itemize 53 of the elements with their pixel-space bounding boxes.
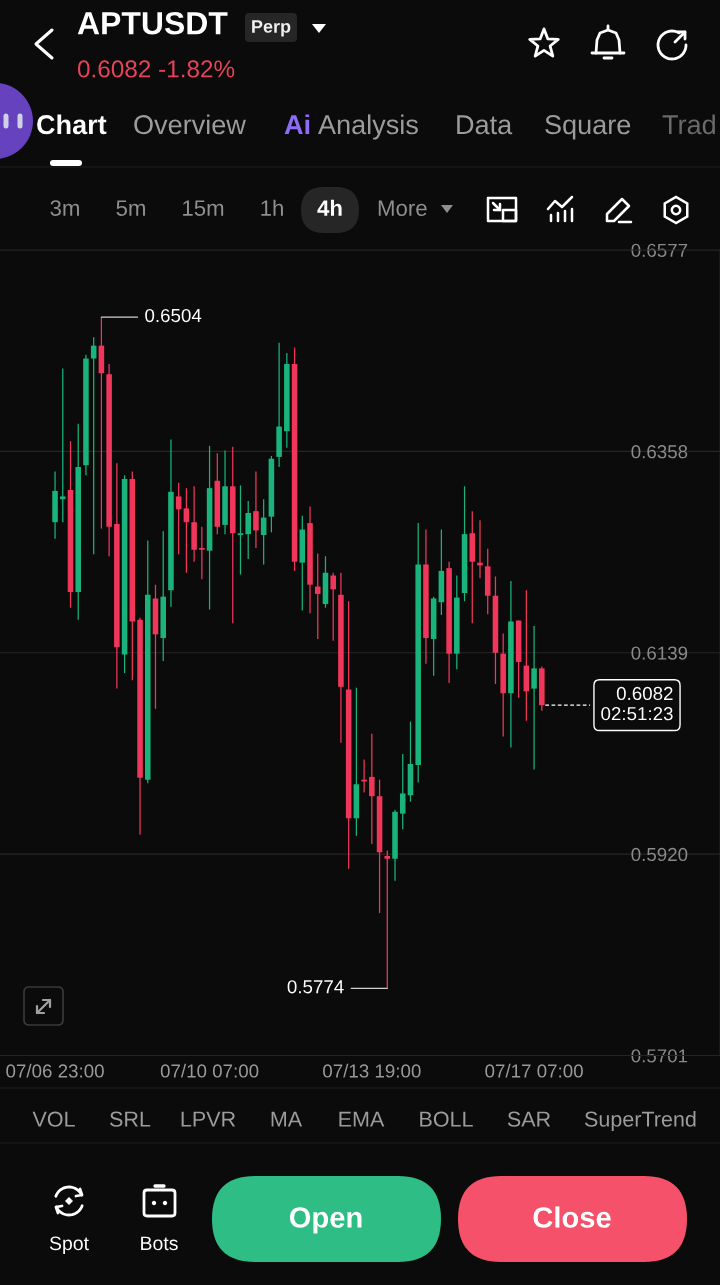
y-tick-label: 0.5920 (631, 847, 688, 862)
text: Open (289, 1207, 362, 1234)
text: Data (457, 115, 513, 135)
text: SuperTrend (584, 1110, 696, 1132)
candlestick (175, 482, 182, 555)
chart-subtitle: 0.6082 -1.82% (77, 60, 235, 78)
ref-line-label: 0.6082 02:51:23 (601, 686, 673, 721)
text: SRL (110, 1111, 151, 1127)
text: 1h (261, 199, 283, 216)
text: VOL (32, 1111, 75, 1127)
text: Ai (284, 114, 310, 134)
candlestick (237, 484, 244, 576)
text: SAR (507, 1111, 551, 1127)
text: Trad (662, 114, 715, 135)
x-tick-label: 07/06 23:00 (6, 1063, 104, 1078)
annotation: 0.6504 (145, 308, 202, 323)
text: 4h (317, 199, 342, 216)
text: BOLL (420, 1111, 473, 1127)
text: Bots (141, 1236, 178, 1251)
candlestick (90, 336, 97, 555)
candlestick (531, 625, 537, 771)
text: 3m (50, 200, 79, 216)
y-tick-label: 0.6358 (631, 445, 688, 459)
x-tick-label: 07/13 19:00 (323, 1063, 421, 1078)
text: Analysis (318, 114, 418, 140)
text: Chart (37, 114, 107, 135)
text: Close (533, 1206, 611, 1228)
chart-title: APTUSDT (77, 11, 228, 35)
text: 15m (183, 200, 224, 216)
candlestick (60, 367, 66, 523)
candlestick (330, 572, 336, 642)
text: 5m (116, 200, 145, 216)
y-tick-label: 0.6577 (631, 243, 688, 257)
candlestick (384, 849, 391, 989)
candlestick (314, 552, 321, 640)
text: MA (271, 1111, 303, 1127)
x-tick-label: 07/17 07:00 (485, 1063, 583, 1078)
annotation: 0.5774 (287, 980, 344, 994)
text: Square (545, 115, 631, 140)
text: Spot (49, 1236, 89, 1255)
text: Perp (252, 20, 291, 37)
candlestick (399, 753, 406, 830)
text: EMA (339, 1111, 385, 1127)
candlestick (183, 487, 190, 574)
candlestick (369, 733, 375, 845)
candlestick (245, 500, 251, 560)
text: Overview (134, 114, 246, 135)
text: LPVR (181, 1111, 236, 1127)
y-tick-label: 0.6139 (631, 646, 688, 660)
x-tick-label: 07/10 07:00 (160, 1063, 259, 1078)
candlestick (199, 526, 205, 580)
candlestick (253, 470, 259, 549)
text: More (378, 200, 427, 216)
